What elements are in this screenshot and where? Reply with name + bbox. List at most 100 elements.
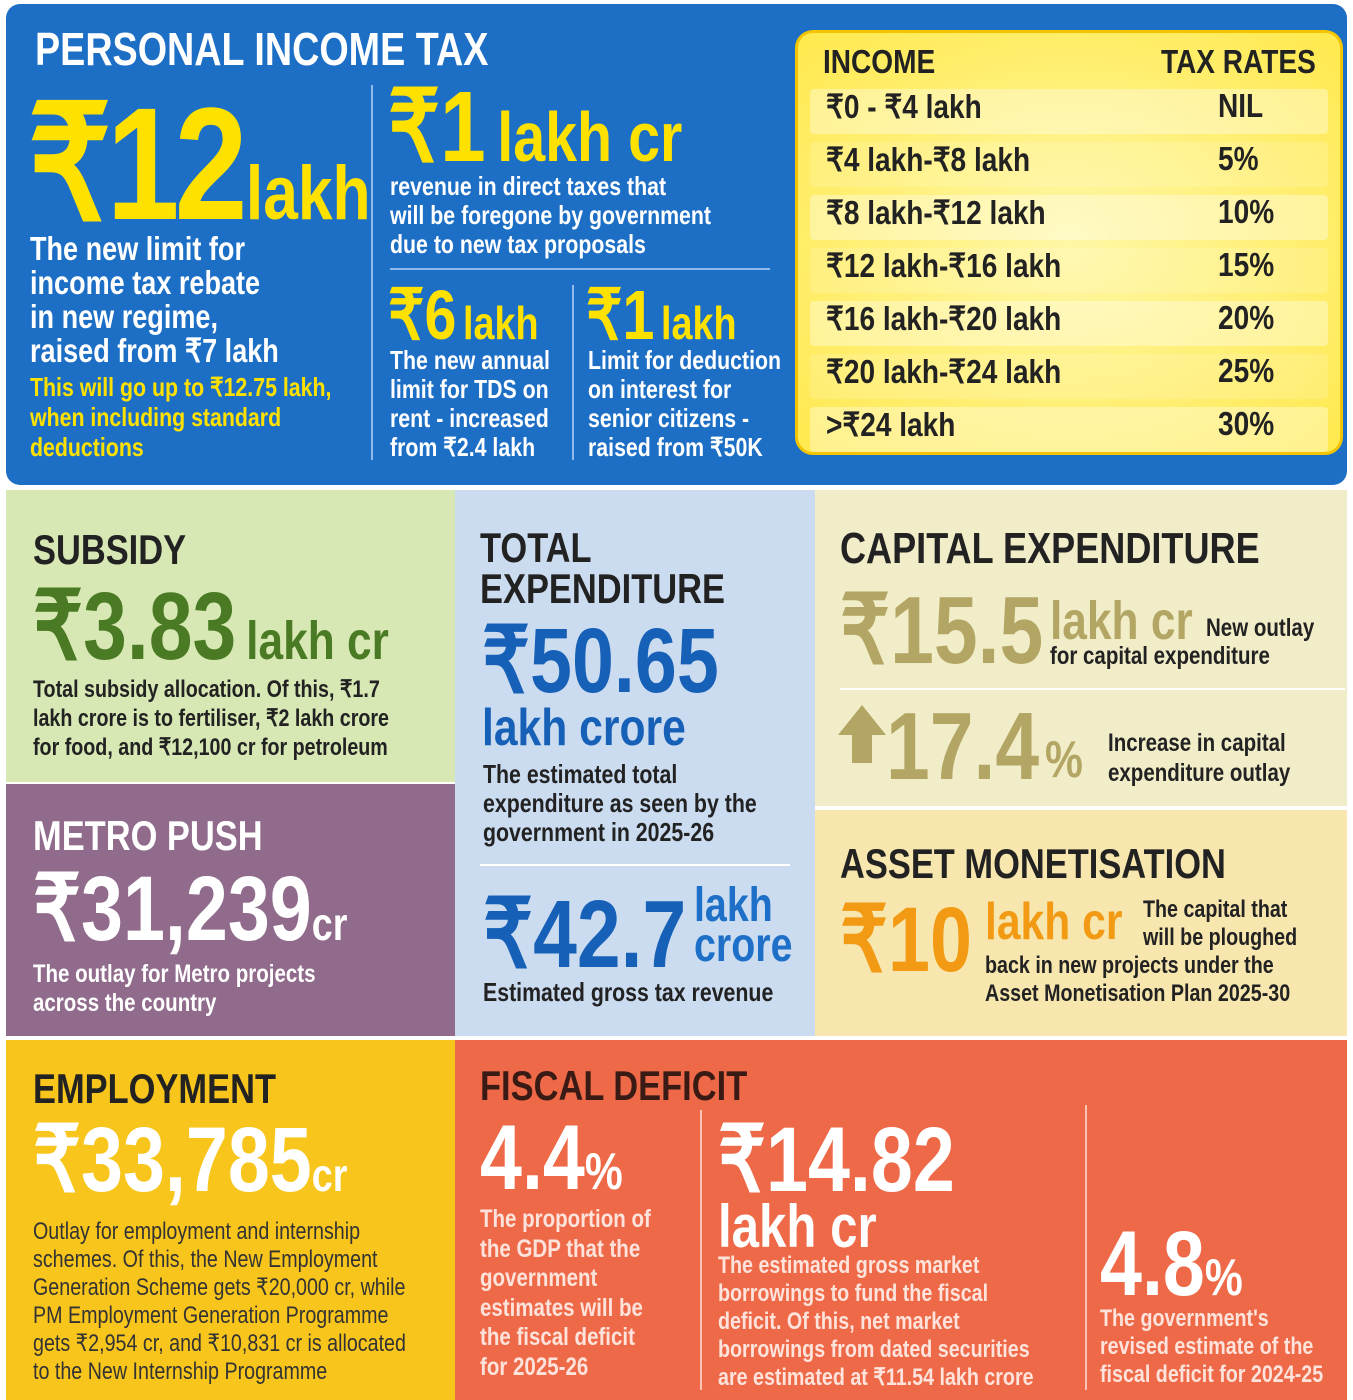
text-line: the fiscal deficit <box>480 1323 635 1351</box>
text-line: government in 2025-26 <box>483 817 715 847</box>
divider <box>371 85 373 460</box>
asset-text: back in new projects under the <box>985 952 1274 979</box>
borrowing-value: ₹14.82 <box>718 1109 955 1211</box>
text-line: borrowings to fund the fiscal <box>718 1280 989 1307</box>
text-line: senior citizens - <box>588 403 750 433</box>
table-cell: ₹8 lakh-₹12 lakh <box>826 194 1046 231</box>
text-line: for food, and ₹12,100 cr for petroleum <box>33 734 388 761</box>
table-row <box>810 89 1328 134</box>
tds-figure: ₹6 lakh <box>388 274 538 356</box>
text-line: to the New Internship Programme <box>33 1358 328 1385</box>
asset-title: ASSET MONETISATION <box>840 840 1226 887</box>
deduction-value: ₹1 <box>586 276 655 354</box>
metro-panel <box>6 784 455 1036</box>
text-line: The outlay for Metro projects <box>33 960 316 988</box>
text-line: the GDP that the <box>480 1234 641 1263</box>
tds-text: The new annual limit for TDS on rent - inc… <box>390 346 550 462</box>
rebate-text: The new limit for income tax rebate in new… <box>30 232 279 368</box>
table-row <box>810 248 1328 293</box>
revenue-figure: ₹1 lakh cr <box>388 68 682 185</box>
increase-unit: % <box>1045 731 1083 789</box>
asset-text: The capital that <box>1143 896 1288 923</box>
total-expenditure-unit: lakh crore <box>482 699 686 757</box>
subsidy-value: ₹3.83 <box>33 573 237 680</box>
text-line: raised from ₹50K <box>588 432 763 462</box>
up-arrow <box>838 705 886 763</box>
text-line: fiscal deficit for 2024-25 <box>1100 1361 1324 1388</box>
table-row <box>810 142 1328 187</box>
revised-value: 4.8 <box>1100 1213 1205 1315</box>
table-row <box>810 195 1328 240</box>
fiscal-text: The proportion of the GDP that the governm… <box>480 1205 651 1382</box>
text-line: The proportion of <box>480 1205 651 1233</box>
text-line: across the country <box>33 989 217 1017</box>
text-line: expenditure outlay <box>1108 759 1291 787</box>
tax-revenue-text: Estimated gross tax revenue <box>483 978 773 1007</box>
tds-unit: lakh <box>463 297 539 349</box>
divider <box>480 864 790 866</box>
text-line: when including standard <box>30 402 282 432</box>
capital-text: New outlay <box>1206 614 1315 642</box>
text-line: Outlay for employment and internship <box>33 1218 361 1245</box>
subsidy-panel <box>6 490 455 782</box>
capital-unit: lakh cr <box>1050 591 1193 651</box>
text-line: lakh crore is to fertiliser, ₹2 lakh cro… <box>33 705 389 732</box>
table-row <box>810 354 1328 399</box>
table-cell: 5% <box>1218 140 1259 177</box>
table-row <box>810 301 1328 346</box>
fiscal-unit: % <box>584 1143 623 1201</box>
metro-text: The outlay for Metro projects across the … <box>33 960 315 1018</box>
rebate-figure: ₹12 lakh <box>28 70 371 257</box>
table-cell: 15% <box>1218 246 1275 283</box>
table-cell: ₹0 - ₹4 lakh <box>826 88 982 125</box>
text-line: TOTAL <box>480 524 592 571</box>
text-line: in new regime, <box>30 298 218 335</box>
employment-figure: ₹33,785 cr <box>33 1106 347 1213</box>
text-line: government <box>480 1264 598 1292</box>
revised-figure: 4.8 % <box>1100 1212 1243 1317</box>
employment-title: EMPLOYMENT <box>33 1065 277 1112</box>
table-row <box>810 407 1328 452</box>
text-line: limit for TDS on <box>390 374 549 404</box>
text-line: This will go up to ₹12.75 lakh, <box>30 372 332 402</box>
employment-unit: cr <box>311 1149 348 1201</box>
metro-value: ₹31,239 <box>33 858 312 960</box>
borrowing-unit: lakh cr <box>718 1193 877 1260</box>
text-line: are estimated at ₹11.54 lakh crore <box>718 1364 1034 1391</box>
fiscal-deficit-panel <box>455 1040 1347 1400</box>
text-line: deficit. Of this, net market <box>718 1308 960 1335</box>
table-cell: >₹24 lakh <box>826 406 956 443</box>
table-header: TAX RATES <box>1161 43 1316 80</box>
text-line: EXPENDITURE <box>480 565 725 612</box>
rebate-unit: lakh <box>245 151 371 236</box>
rebate-value: ₹12 <box>28 74 248 253</box>
text-line: on interest for <box>588 374 732 404</box>
text-line: rent - increased <box>390 403 549 433</box>
revised-unit: % <box>1204 1249 1243 1307</box>
table-cell: 20% <box>1218 299 1275 336</box>
fiscal-title: FISCAL DEFICIT <box>480 1062 748 1109</box>
table-cell: ₹12 lakh-₹16 lakh <box>826 247 1062 284</box>
text-line: Generation Scheme gets ₹20,000 cr, while <box>33 1274 406 1301</box>
subsidy-unit: lakh cr <box>246 611 389 671</box>
text-line: The government's <box>1100 1305 1269 1332</box>
divider <box>700 1110 702 1390</box>
metro-unit: cr <box>311 898 348 950</box>
text-line: for 2025-26 <box>480 1352 589 1381</box>
capital-expenditure-panel <box>815 490 1347 806</box>
text-line: crore <box>694 919 793 972</box>
divider <box>572 285 574 460</box>
asset-unit: lakh cr <box>985 893 1123 951</box>
total-expenditure-title: TOTAL EXPENDITURE <box>480 524 725 612</box>
subsidy-text: Total subsidy allocation. Of this, ₹1.7 l… <box>33 675 389 762</box>
text-line: estimates will be <box>480 1293 643 1322</box>
asset-text: will be ploughed <box>1143 924 1298 951</box>
divider <box>840 688 1345 690</box>
fiscal-value: 4.4 <box>480 1107 585 1209</box>
text-line: Limit for deduction <box>588 345 782 375</box>
table-cell: ₹20 lakh-₹24 lakh <box>826 353 1062 390</box>
text-line: will be foregone by government <box>390 200 712 230</box>
text-line: Increase in capital <box>1108 729 1286 757</box>
deduction-text: Limit for deduction on interest for senior… <box>588 346 781 462</box>
text-line: expenditure as seen by the <box>483 788 757 818</box>
